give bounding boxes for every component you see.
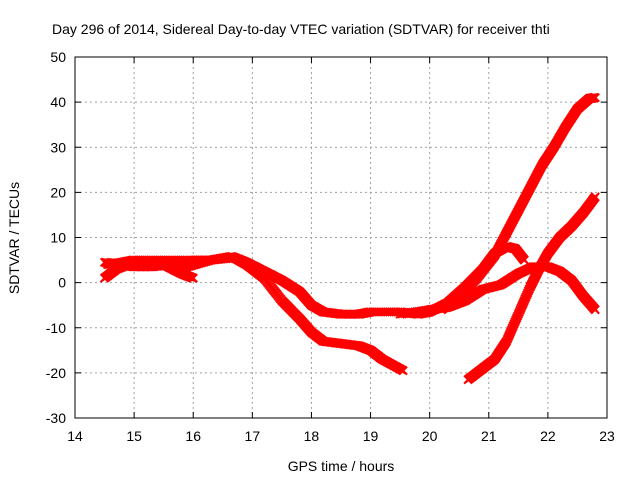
x-tick-label: 20 [422,428,438,444]
series-track-b [99,253,408,376]
y-tick-label: -10 [46,320,66,336]
x-tick-label: 15 [126,428,142,444]
x-axis-label: GPS time / hours [288,458,395,474]
x-tick-label: 21 [481,428,497,444]
series-track-f [463,192,600,385]
data-point [590,304,600,315]
plot-frame [74,56,608,419]
y-tick-label: -20 [46,365,66,381]
x-tick-label: 14 [67,428,83,444]
data-series [99,92,600,385]
series-track-e [436,92,600,315]
x-tick-label: 19 [363,428,379,444]
data-point [398,365,408,376]
x-tick-label: 17 [245,428,261,444]
x-tick-label: 23 [599,428,615,444]
x-tick-label: 18 [304,428,320,444]
grid [75,57,607,418]
data-point [519,255,529,265]
axis-ticks: 14 15 16 17 18 19 20 21 22 23 -30 -20 -10 0 10 20 30 40 50 [46,49,615,444]
chart-title: Day 296 of 2014, Sidereal Day-to-day VTE… [52,21,550,37]
series-track-a [102,241,529,319]
y-tick-label: 10 [50,230,66,246]
x-tick-label: 22 [540,428,556,444]
x-tick-label: 16 [185,428,201,444]
y-axis-label: SDTVAR / TECUs [6,182,22,294]
y-tick-label: 30 [50,139,66,155]
data-point [590,192,600,202]
y-tick-label: 0 [58,275,66,291]
y-tick-label: 40 [50,94,66,110]
series-track-d [395,262,600,319]
y-tick-label: 20 [50,184,66,200]
y-tick-label: -30 [46,410,66,426]
series-track-c [99,257,198,283]
y-tick-label: 50 [50,49,66,65]
data-point [188,273,198,283]
data-point [590,92,600,103]
